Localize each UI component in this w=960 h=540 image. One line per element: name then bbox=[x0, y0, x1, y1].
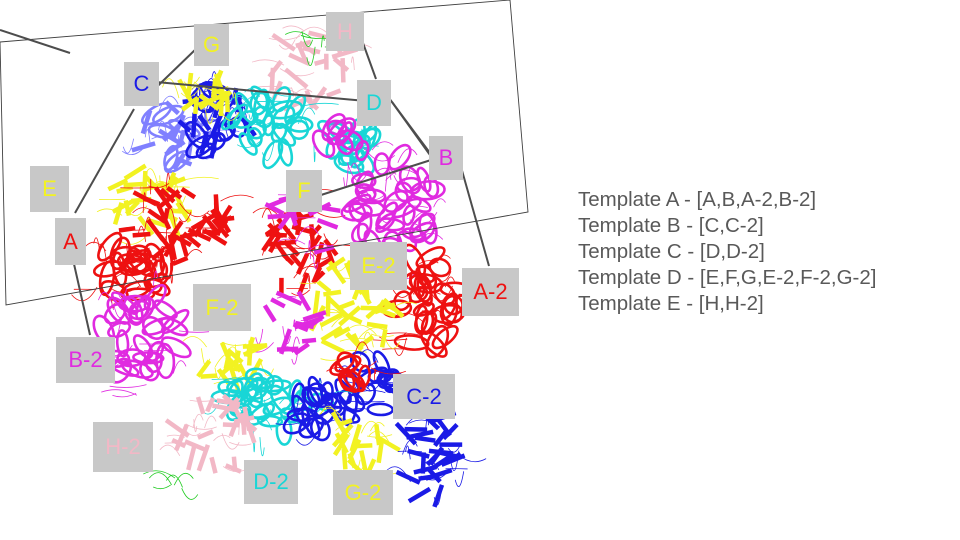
legend-item: Template D - [E,F,G,E-2,F-2,G-2] bbox=[578, 266, 877, 289]
connector-line bbox=[155, 81, 367, 102]
connector-line bbox=[73, 263, 91, 336]
connector-line bbox=[0, 29, 71, 54]
chain-label-b: B bbox=[429, 136, 463, 180]
chain-label-h2: H-2 bbox=[93, 422, 153, 472]
chain-label-d2: D-2 bbox=[244, 460, 298, 504]
legend-item: Template E - [H,H-2] bbox=[578, 292, 764, 315]
template-legend: Template A - [A,B,A-2,B-2] Template B - … bbox=[578, 187, 876, 317]
legend-item: Template B - [C,C-2] bbox=[578, 214, 764, 237]
legend-item: Template A - [A,B,A-2,B-2] bbox=[578, 188, 817, 211]
chain-label-c: C bbox=[124, 62, 159, 106]
connector-line bbox=[74, 108, 135, 214]
connector-line bbox=[460, 166, 490, 267]
chain-label-e2: E-2 bbox=[350, 242, 407, 290]
legend-item: Template C - [D,D-2] bbox=[578, 240, 765, 263]
chain-label-g: G bbox=[194, 24, 229, 66]
chain-label-d: D bbox=[357, 80, 391, 126]
chain-label-e: E bbox=[30, 166, 69, 212]
chain-label-a2: A-2 bbox=[462, 268, 519, 316]
chain-label-h: H bbox=[326, 12, 364, 51]
chain-label-f2: F-2 bbox=[193, 284, 251, 331]
protein-ribbon-layer bbox=[70, 18, 487, 508]
chain-label-g2: G-2 bbox=[333, 470, 393, 515]
chain-label-c2: C-2 bbox=[393, 374, 455, 419]
chain-label-f: F bbox=[286, 170, 322, 212]
connector-line bbox=[320, 159, 432, 196]
chain-label-b2: B-2 bbox=[56, 337, 115, 383]
connector-line bbox=[388, 97, 434, 158]
chain-label-a: A bbox=[55, 218, 86, 265]
